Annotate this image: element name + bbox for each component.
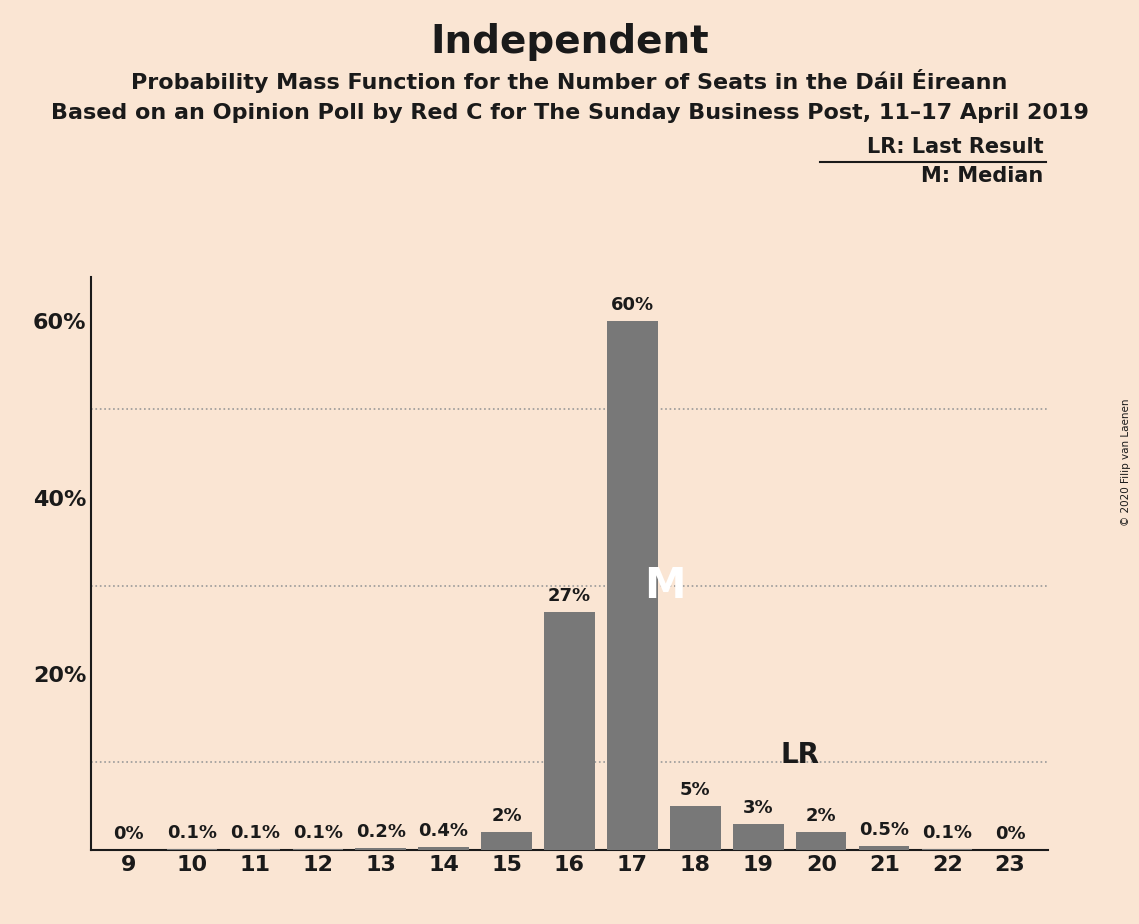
Bar: [796, 833, 846, 850]
Text: M: Median: M: Median: [921, 166, 1043, 187]
Text: 0%: 0%: [114, 825, 145, 843]
Text: 0.1%: 0.1%: [293, 824, 343, 842]
Bar: [482, 833, 532, 850]
Text: 5%: 5%: [680, 781, 711, 799]
Text: Based on an Opinion Poll by Red C for The Sunday Business Post, 11–17 April 2019: Based on an Opinion Poll by Red C for Th…: [50, 103, 1089, 124]
Text: © 2020 Filip van Laenen: © 2020 Filip van Laenen: [1121, 398, 1131, 526]
Bar: [607, 322, 657, 850]
Text: 0%: 0%: [994, 825, 1025, 843]
Text: 2%: 2%: [806, 808, 836, 825]
Text: 0.1%: 0.1%: [230, 824, 280, 842]
Text: 0.1%: 0.1%: [923, 824, 973, 842]
Bar: [734, 823, 784, 850]
Bar: [418, 846, 469, 850]
Text: M: M: [645, 565, 686, 607]
Text: 3%: 3%: [743, 798, 773, 817]
Bar: [355, 848, 405, 850]
Text: 0.2%: 0.2%: [355, 823, 405, 841]
Bar: [670, 806, 721, 850]
Bar: [544, 612, 595, 850]
Text: 2%: 2%: [491, 808, 522, 825]
Text: LR: Last Result: LR: Last Result: [867, 137, 1043, 157]
Text: 60%: 60%: [611, 297, 654, 314]
Text: 0.1%: 0.1%: [166, 824, 216, 842]
Text: 27%: 27%: [548, 587, 591, 605]
Text: Independent: Independent: [431, 23, 708, 61]
Bar: [859, 845, 909, 850]
Text: Probability Mass Function for the Number of Seats in the Dáil Éireann: Probability Mass Function for the Number…: [131, 69, 1008, 93]
Text: 0.4%: 0.4%: [419, 821, 468, 840]
Text: 0.5%: 0.5%: [859, 821, 909, 839]
Text: LR: LR: [780, 741, 819, 769]
